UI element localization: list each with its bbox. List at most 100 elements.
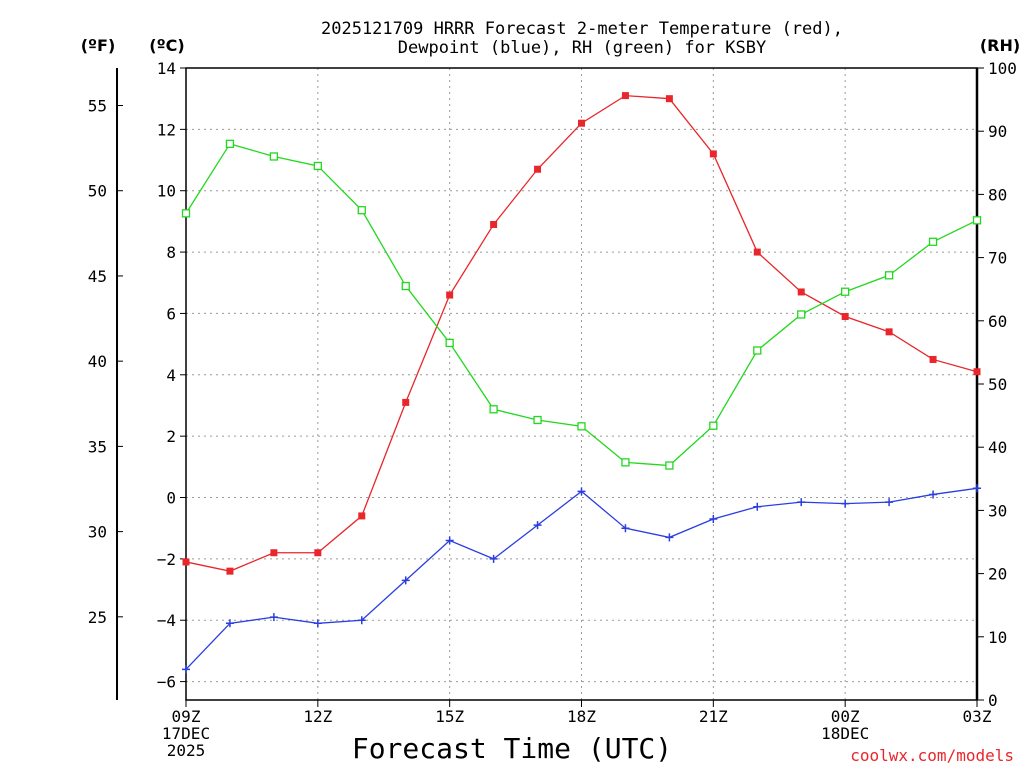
series-layer (181, 92, 982, 674)
rh-tick-label: 70 (988, 249, 1007, 268)
temperature-point (182, 558, 190, 566)
celsius-tick-label: 8 (166, 243, 176, 262)
celsius-tick-label: 6 (166, 304, 176, 323)
fahrenheit-tick-label: 35 (88, 437, 107, 456)
rh-point (841, 287, 850, 296)
axes: 14121086420−2−4−655504540353025100908070… (88, 59, 1017, 760)
rh-point (489, 405, 498, 414)
temperature-point (226, 567, 234, 575)
fahrenheit-axis-label: (ºF) (81, 36, 116, 55)
dewpoint-point (621, 524, 630, 533)
temperature-point (665, 95, 673, 103)
rh-point (797, 310, 806, 319)
title-line-2: Dewpoint (blue), RH (green) for KSBY (398, 38, 766, 58)
x-tick-label: 12Z (303, 707, 332, 726)
rh-point (709, 421, 718, 430)
celsius-tick-label: −4 (157, 611, 176, 630)
dewpoint-point (533, 521, 542, 530)
rh-tick-label: 0 (988, 691, 998, 710)
dewpoint-point (577, 487, 586, 496)
rh-point (972, 216, 982, 225)
temperature-point (490, 220, 498, 228)
rh-point (357, 206, 366, 215)
dewpoint-point (665, 533, 674, 542)
celsius-tick-label: −2 (157, 550, 176, 569)
dewpoint-point (797, 498, 806, 507)
rh-point (884, 271, 894, 280)
rh-point (445, 338, 454, 348)
x-tick-label: 18Z (567, 707, 596, 726)
rh-tick-label: 40 (988, 438, 1007, 457)
dewpoint-point (709, 514, 718, 523)
dewpoint-point (269, 613, 278, 622)
dewpoint-point (401, 576, 410, 585)
chart-title: 2025121709 HRRR Forecast 2-meter Tempera… (321, 19, 843, 58)
x-axis-title: Forecast Time (UTC) (352, 732, 672, 765)
temperature-point (270, 549, 278, 557)
x-tick-label: 00Z (831, 707, 860, 726)
temperature-point (709, 150, 717, 158)
x-tick-label: 03Z (963, 707, 992, 726)
rh-point (269, 152, 279, 161)
celsius-tick-label: 2 (166, 427, 176, 446)
temperature-point (841, 313, 849, 321)
rh-tick-label: 100 (988, 59, 1017, 78)
rh-point (225, 139, 235, 148)
rh-point (928, 237, 938, 246)
x-tick-label: 2025 (167, 741, 206, 760)
dewpoint-point (753, 502, 762, 511)
fahrenheit-tick-label: 25 (88, 608, 107, 627)
temperature-point (929, 355, 937, 363)
fahrenheit-tick-label: 50 (88, 182, 107, 201)
rh-tick-label: 10 (988, 628, 1007, 647)
temperature-point (314, 549, 322, 557)
celsius-tick-label: 0 (166, 489, 176, 508)
rh-tick-label: 60 (988, 312, 1007, 331)
temperature-point (753, 248, 761, 256)
dewpoint-point (357, 616, 366, 625)
rh-tick-label: 90 (988, 122, 1007, 141)
dewpoint-point (885, 498, 894, 507)
dewpoint-point (973, 484, 981, 493)
rh-point (533, 415, 542, 425)
celsius-tick-label: −6 (157, 673, 176, 692)
rh-point (313, 161, 322, 171)
celsius-tick-label: 12 (157, 120, 176, 139)
rh-tick-label: 80 (988, 185, 1007, 204)
rh-tick-label: 30 (988, 501, 1007, 520)
temperature-point (358, 512, 366, 520)
fahrenheit-tick-label: 40 (88, 352, 107, 371)
x-tick-label: 18DEC (821, 724, 869, 743)
rh-point (577, 422, 586, 431)
title-line-1: 2025121709 HRRR Forecast 2-meter Tempera… (321, 19, 843, 39)
celsius-tick-label: 10 (157, 182, 176, 201)
rh-point (401, 281, 410, 291)
rh-point (181, 209, 191, 218)
x-tick-label: 21Z (699, 707, 728, 726)
temperature-point (534, 165, 542, 173)
credit-text: coolwx.com/models (850, 746, 1014, 765)
rh-point (753, 346, 762, 355)
temperature-point (446, 291, 454, 299)
dewpoint-point (841, 499, 850, 508)
rh-tick-label: 50 (988, 375, 1007, 394)
x-tick-label: 09Z (172, 707, 201, 726)
temperature-point (578, 119, 585, 127)
temperature-point (402, 398, 410, 406)
fahrenheit-tick-label: 30 (88, 523, 107, 542)
temperature-point (973, 368, 981, 376)
fahrenheit-tick-label: 55 (88, 96, 107, 115)
rh-point (665, 461, 674, 470)
x-tick-label: 15Z (435, 707, 464, 726)
dewpoint-point (182, 665, 190, 674)
dewpoint-point (445, 536, 454, 545)
dewpoint-point (225, 619, 234, 628)
dewpoint-point (929, 490, 938, 499)
temperature-point (797, 288, 805, 296)
temperature-point (621, 92, 629, 100)
celsius-axis-label: (ºC) (149, 36, 184, 55)
rh-axis-label: (RH) (980, 36, 1020, 55)
dewpoint-point (489, 554, 498, 563)
rh-tick-label: 20 (988, 565, 1007, 584)
